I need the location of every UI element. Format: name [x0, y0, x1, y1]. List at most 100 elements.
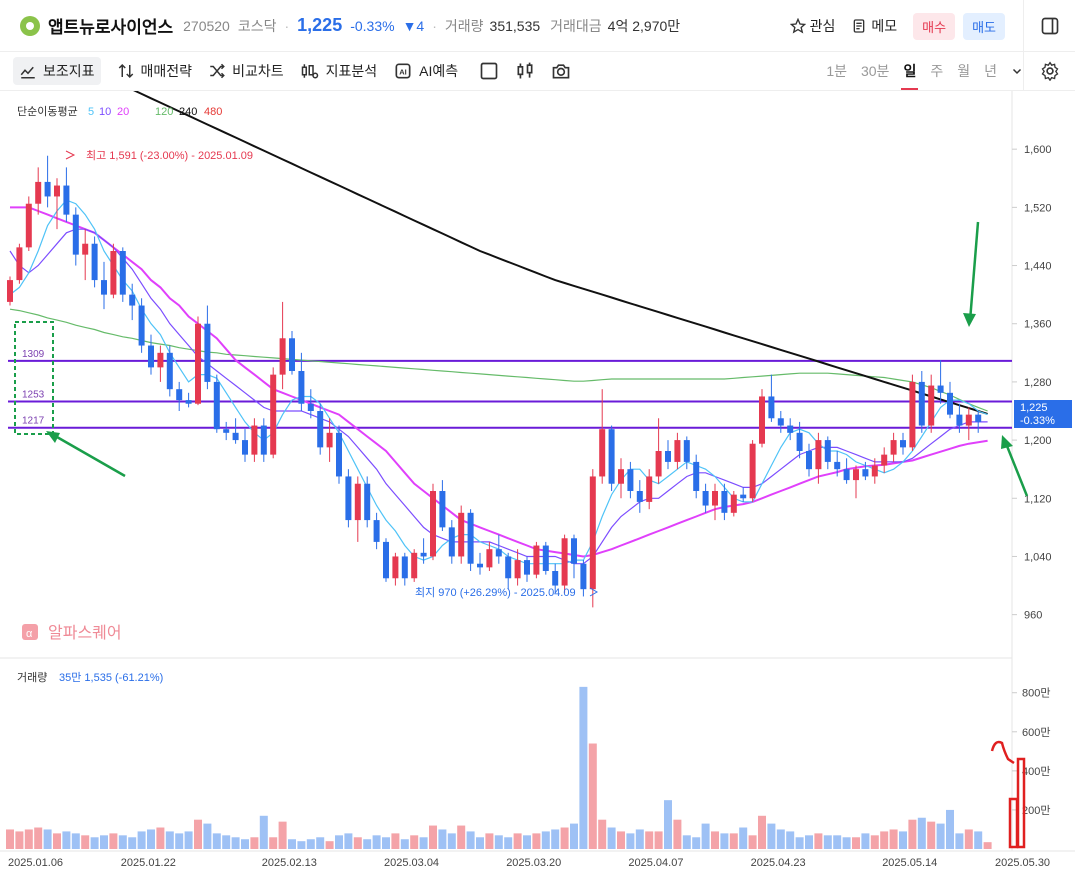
volume-bar — [81, 835, 90, 849]
sell-button[interactable]: 매도 — [963, 12, 1005, 40]
indicator-icon — [20, 66, 35, 79]
period-month[interactable]: 월 — [957, 63, 971, 79]
memo-button[interactable]: 메모 — [851, 16, 897, 36]
volume-bar — [335, 835, 343, 849]
volume-bar — [306, 839, 315, 849]
period-day[interactable]: 일 — [901, 52, 919, 90]
volume-bar — [983, 842, 992, 849]
volume-bar — [90, 837, 99, 849]
volume-bar — [100, 835, 108, 849]
layout-button[interactable] — [474, 57, 504, 85]
candle-body — [495, 549, 502, 557]
annotation-arrow-top — [963, 221, 980, 327]
screenshot-button[interactable] — [546, 57, 576, 85]
volume-bar — [673, 819, 682, 849]
volume-bar — [212, 833, 221, 849]
candle-body — [834, 461, 841, 470]
volume-bar — [880, 831, 889, 849]
gear-icon — [1041, 61, 1058, 81]
candle-body — [636, 491, 643, 502]
volume-bar — [165, 831, 174, 849]
buy-button[interactable]: 매수 — [913, 12, 956, 40]
volume-bars — [6, 686, 992, 849]
volume-bar — [118, 835, 127, 849]
volume-bar — [786, 831, 795, 849]
ma-line-ma120 — [9, 308, 988, 412]
candle-body — [806, 451, 812, 470]
period-year[interactable]: 년 — [984, 63, 997, 79]
volume-tick-label: 400만 — [1022, 765, 1050, 778]
ai-chip-icon: AI — [395, 63, 411, 79]
chart-type-button[interactable] — [510, 57, 540, 85]
strategy-label: 매매전략 — [140, 63, 193, 79]
volume-bar — [701, 823, 710, 849]
volume-bar — [410, 835, 419, 849]
horizontal-line-label: 1253 — [22, 390, 45, 401]
candle-body — [552, 571, 559, 586]
volume-bar — [598, 819, 607, 849]
analysis-button[interactable]: 지표분석 — [300, 57, 377, 85]
ma-legend-120: 120 — [155, 106, 173, 118]
candle-body — [232, 432, 239, 441]
volume-bar — [344, 833, 353, 849]
candle-body — [787, 425, 794, 433]
candle-body — [110, 251, 117, 295]
volume-bar — [382, 837, 390, 849]
candle-body — [72, 214, 79, 255]
volume-bar — [588, 743, 597, 849]
candle-body — [448, 527, 455, 557]
volume-bar — [654, 831, 663, 849]
period-week[interactable]: 주 — [930, 63, 944, 79]
volume-bar — [34, 827, 43, 849]
max-marker-icon — [65, 150, 76, 160]
y-tick-label: 1,520 — [1024, 202, 1052, 214]
strategy-button[interactable]: 매매전략 — [117, 57, 193, 85]
compare-button[interactable]: 비교차트 — [208, 57, 284, 85]
volume-bar — [842, 837, 851, 849]
candle-body — [862, 469, 869, 477]
volume-bar — [795, 837, 804, 849]
y-tick-label: 1,200 — [1024, 435, 1052, 447]
candle-body — [505, 556, 512, 579]
volume-bar — [429, 825, 437, 849]
stock-code: 270520 — [183, 17, 230, 34]
ma-line-ma20 — [10, 206, 988, 558]
candle-body — [373, 520, 380, 542]
candle-body — [730, 494, 737, 513]
candle-body — [91, 243, 98, 281]
volume-bar — [24, 829, 33, 849]
candle-body — [260, 425, 267, 455]
candle-body — [35, 181, 42, 204]
settings-button[interactable] — [1023, 52, 1075, 90]
side-panel-icon — [1041, 17, 1058, 35]
max-annotation: 최고 1,591 (-23.00%) - 2025.01.09 — [86, 149, 253, 162]
y-tick-label: 1,360 — [1024, 319, 1052, 331]
x-tick-label: 2025.05.14 — [882, 857, 937, 869]
volume-bar — [899, 831, 907, 849]
period-dropdown[interactable] — [1011, 52, 1023, 90]
candle-body — [956, 414, 963, 426]
current-price: 1,225 — [297, 15, 343, 35]
change-absolute: ▼4 — [402, 17, 425, 34]
period-selector: 1분 30분 일 주 월 년 — [812, 52, 1023, 90]
candle-body — [383, 541, 389, 579]
candle-body — [336, 432, 342, 477]
volume-bar — [128, 837, 137, 849]
candle-body — [524, 560, 530, 575]
ai-predict-button[interactable]: AI AI예측 — [393, 57, 458, 85]
period-30min[interactable]: 30분 — [860, 63, 890, 79]
panel-toggle-button[interactable] — [1023, 0, 1075, 52]
annotation-arrow-bottom — [1001, 435, 1029, 497]
watch-button[interactable]: 관심 — [789, 16, 835, 36]
price-chart[interactable]: 1,600 1,520 1,440 1,360 1,280 1,200 1,120 1,040… — [0, 88, 1075, 881]
volume-label: 거래량 — [444, 17, 484, 34]
volume-bar — [147, 829, 155, 849]
volume-bar — [6, 829, 14, 849]
period-1min[interactable]: 1분 — [826, 63, 847, 79]
volume-bar — [955, 833, 964, 849]
volume-bar — [908, 819, 917, 849]
chart-area[interactable]: 1,600 1,520 1,440 1,360 1,280 1,200 1,120 1,040… — [0, 88, 1075, 881]
indicator-button[interactable]: 보조지표 — [13, 57, 101, 85]
candle-body — [345, 476, 352, 521]
volume-bar — [635, 829, 644, 849]
